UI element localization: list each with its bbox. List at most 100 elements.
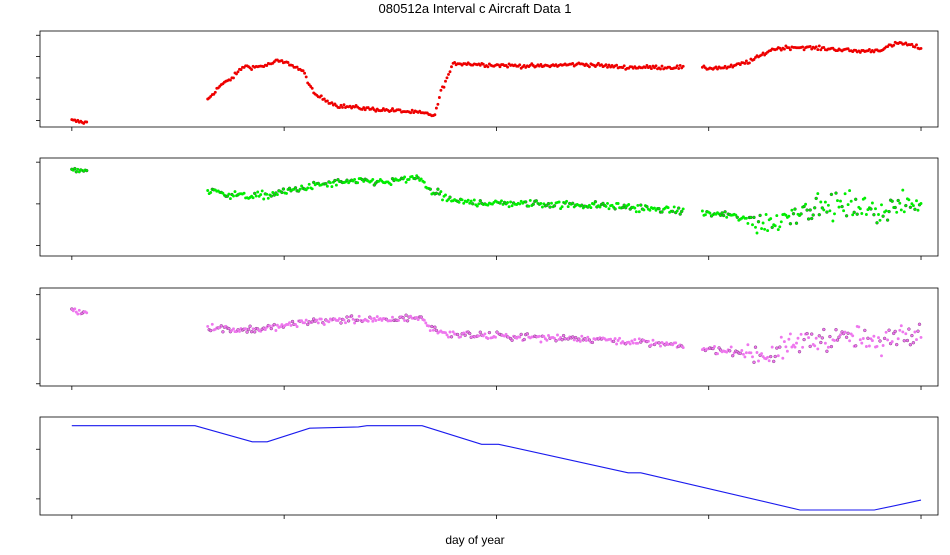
data-point <box>788 48 792 52</box>
data-point <box>761 221 765 225</box>
data-point <box>346 319 351 323</box>
data-point <box>795 341 798 345</box>
data-point <box>310 320 314 324</box>
data-point <box>794 221 799 225</box>
data-point <box>861 337 865 340</box>
data-point <box>670 209 675 214</box>
data-point <box>434 328 439 333</box>
data-point <box>801 45 805 49</box>
data-point <box>893 329 897 334</box>
data-point <box>251 327 255 331</box>
data-point <box>259 193 263 197</box>
data-point <box>444 193 447 197</box>
data-point <box>607 63 611 67</box>
data-point <box>391 107 394 111</box>
data-point <box>893 205 897 210</box>
data-point <box>919 335 923 339</box>
data-point <box>437 96 441 99</box>
data-point <box>357 314 361 318</box>
data-point <box>242 191 246 195</box>
data-point <box>634 210 638 214</box>
data-point <box>816 347 820 351</box>
data-point <box>510 204 514 208</box>
data-point <box>898 328 902 332</box>
data-point <box>345 315 349 319</box>
data-point <box>915 43 918 47</box>
data-point <box>246 327 251 331</box>
data-point <box>846 47 850 51</box>
data-point <box>805 208 809 212</box>
data-point <box>519 332 523 337</box>
data-point <box>863 328 867 333</box>
data-point <box>457 200 461 204</box>
data-point <box>85 311 89 315</box>
data-point <box>744 351 748 355</box>
data-point <box>674 66 678 70</box>
data-point <box>571 62 575 65</box>
data-point <box>249 330 254 334</box>
data-point <box>436 187 440 191</box>
data-point <box>790 208 794 212</box>
data-point <box>260 189 264 193</box>
data-point <box>819 48 823 52</box>
data-point <box>823 200 827 204</box>
data-point <box>469 199 473 203</box>
data-point <box>908 343 913 347</box>
data-point <box>310 86 314 90</box>
data-point <box>280 190 284 195</box>
data-point <box>510 338 514 342</box>
data-point <box>221 330 225 334</box>
data-point <box>580 203 584 207</box>
data-point <box>753 345 758 349</box>
data-point <box>817 44 821 48</box>
data-point <box>816 192 820 196</box>
data-point <box>666 206 670 210</box>
data-point <box>826 345 830 349</box>
data-point <box>341 105 344 109</box>
data-point <box>268 324 272 328</box>
data-point <box>233 190 237 194</box>
data-point <box>244 327 248 331</box>
data-point <box>729 345 733 349</box>
data-point <box>613 337 617 341</box>
data-point <box>880 354 883 358</box>
data-point <box>213 90 217 94</box>
data-point <box>334 183 338 187</box>
data-point <box>369 317 373 320</box>
data-point <box>844 335 849 339</box>
data-point <box>389 183 393 187</box>
data-point <box>804 202 808 206</box>
data-point <box>281 187 286 191</box>
data-point <box>878 218 882 222</box>
data-point <box>525 332 529 336</box>
data-point <box>531 202 535 206</box>
data-point <box>327 320 331 324</box>
data-point <box>560 205 564 209</box>
data-point <box>504 332 508 336</box>
data-point <box>403 175 407 179</box>
data-point <box>902 339 906 343</box>
data-point <box>713 345 716 348</box>
data-point <box>256 190 260 194</box>
data-point <box>398 108 402 112</box>
data-point <box>651 338 655 342</box>
data-point <box>788 222 793 226</box>
data-point <box>646 339 650 343</box>
data-point <box>872 334 876 338</box>
data-point <box>817 213 821 217</box>
data-point <box>76 312 80 316</box>
data-point <box>792 343 795 347</box>
data-point <box>636 341 640 345</box>
data-point <box>210 322 214 326</box>
data-point <box>744 216 748 220</box>
data-point <box>781 356 785 360</box>
data-point <box>592 202 596 206</box>
data-point <box>752 58 756 61</box>
data-point <box>333 178 337 183</box>
data-point <box>811 213 815 217</box>
data-point <box>657 341 661 345</box>
data-point <box>253 330 257 334</box>
data-point <box>675 64 679 68</box>
data-point <box>433 325 437 329</box>
data-point <box>616 339 620 342</box>
